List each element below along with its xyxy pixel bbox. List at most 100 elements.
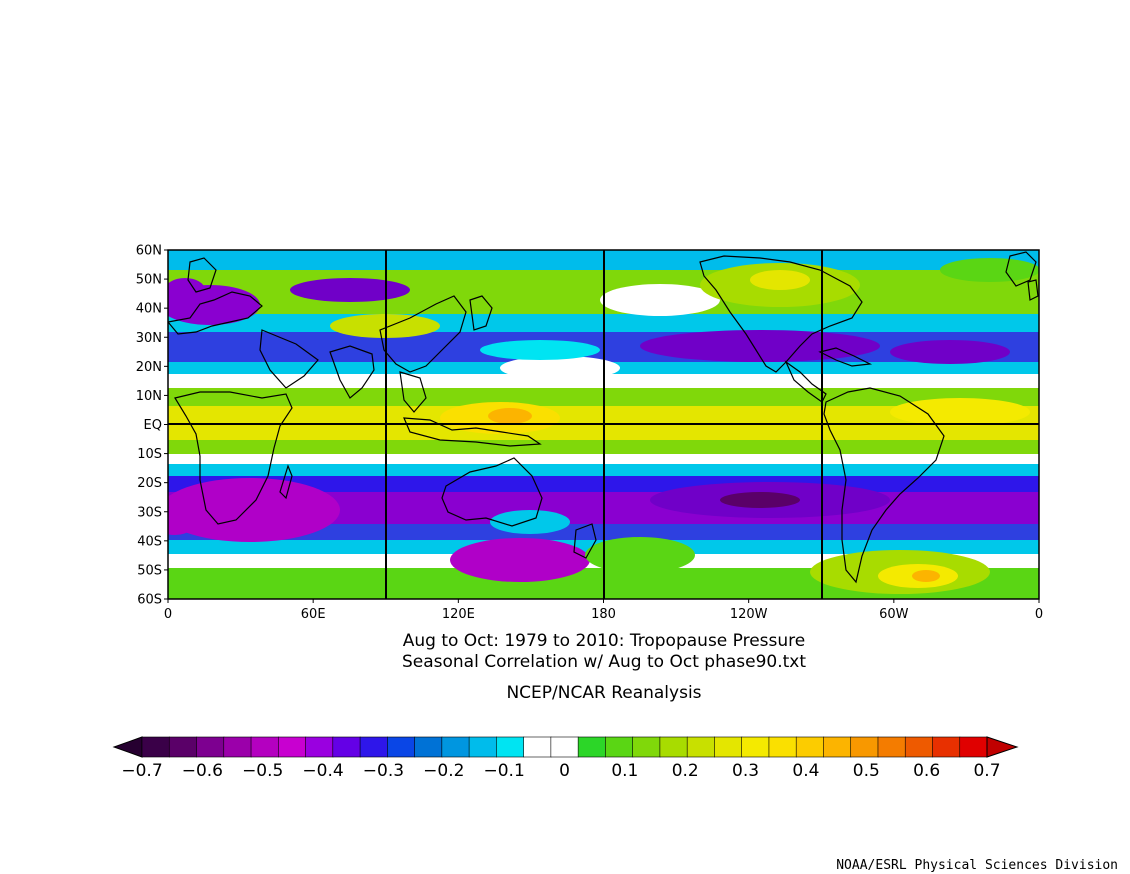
lat-label: 50N (136, 273, 162, 288)
colorbar-swatch (686, 736, 716, 758)
colorbar-label: 0.4 (792, 761, 819, 781)
colorbar-label: 0.6 (913, 761, 940, 781)
colorbar-swatch (468, 736, 497, 758)
coast-caribbean (818, 347, 873, 367)
dataset-label: NCEP/NCAR Reanalysis (506, 683, 701, 703)
lat-label: 20N (136, 360, 162, 375)
feature-asia-purple (290, 278, 410, 302)
colorbar-label: −0.7 (121, 761, 162, 781)
colorbar-swatch (414, 736, 443, 758)
feature-arctic-atlantic-purple (168, 278, 205, 302)
colorbar-swatch (714, 736, 743, 758)
colorbar-label: 0.2 (672, 761, 699, 781)
coast-africa (174, 391, 293, 525)
colorbar-swatch (741, 736, 770, 758)
lat-label: 40N (136, 302, 162, 317)
lat-label: 10N (136, 389, 162, 404)
feature-atlantic-yellow (890, 398, 1030, 426)
longitude-axis: 0 60E 120E 180 120W 60W 0 (164, 599, 1043, 622)
colorbar-swatch (359, 736, 388, 758)
feature-south-atlantic-purple (168, 495, 200, 535)
feature-indian-ocean-green (585, 537, 695, 573)
coast-arabia (259, 329, 319, 389)
lat-label: 20S (137, 476, 162, 491)
colorbar-swatch (850, 736, 879, 758)
map-title-line1: Aug to Oct: 1979 to 2010: Tropopause Pre… (403, 631, 806, 651)
colorbar-label: −0.4 (302, 761, 343, 781)
colorbar-label: −0.6 (182, 761, 223, 781)
colorbar-label: 0.7 (973, 761, 1000, 781)
colorbar-swatch (196, 736, 225, 758)
feature-africa-south-purple (168, 478, 340, 542)
coast-central-america (784, 360, 827, 403)
lat-label: EQ (144, 418, 162, 433)
coast-greenland (1005, 251, 1037, 287)
colorbar-swatch (277, 736, 307, 758)
colorbar-swatch (823, 736, 852, 758)
lat-label: 60N (136, 244, 162, 259)
lon-label: 180 (591, 607, 616, 622)
colorbar-swatch (168, 736, 198, 758)
feature-aus-cyan (490, 510, 570, 534)
colorbar-label: −0.2 (423, 761, 464, 781)
colorbar-swatch (387, 736, 416, 758)
colorbar-swatch (659, 736, 688, 758)
colorbar-swatch (550, 736, 579, 758)
colorbar-swatch (959, 736, 988, 758)
colorbar-swatch (332, 736, 361, 758)
feature-atlantic-purple (890, 340, 1010, 364)
latitude-axis: 60N 50N 40N 30N 20N 10N EQ 10S 20S 30S 40S 50S 60S (136, 244, 168, 608)
colorbar-swatch (141, 736, 170, 758)
coast-north-america (699, 255, 863, 373)
credit-label: NOAA/ESRL Physical Sciences Division (836, 858, 1118, 873)
coast-japan (469, 295, 493, 331)
colorbar-swatch (795, 736, 825, 758)
coast-europe (168, 291, 263, 335)
lat-label: 40S (137, 534, 162, 549)
feature-north-america-yellow (750, 270, 810, 290)
colorbar-label: −0.1 (484, 761, 525, 781)
lon-label: 120E (442, 607, 475, 622)
colorbar-label: −0.5 (242, 761, 283, 781)
colorbar-swatch (250, 736, 279, 758)
colorbar-swatch (441, 736, 470, 758)
colorbar-swatch (768, 736, 797, 758)
colorbar-label: 0.3 (732, 761, 759, 781)
coast-scandinavia (187, 257, 217, 293)
lat-label: 60S (137, 593, 162, 608)
lon-label: 60E (301, 607, 326, 622)
lat-label: 30N (136, 331, 162, 346)
colorbar-swatch (932, 736, 961, 758)
coast-se-asia (399, 371, 427, 413)
colorbar-swatch (605, 736, 634, 758)
lat-label: 50S (137, 563, 162, 578)
colorbar-swatch (577, 736, 606, 758)
coast-madagascar (279, 464, 293, 500)
lon-label: 0 (1035, 607, 1043, 622)
colorbar-arrow-right (986, 736, 1019, 758)
colorbar-label: 0 (559, 761, 570, 781)
feature-pacific-white-band (500, 356, 620, 380)
colorbar-swatch (496, 736, 525, 758)
lat-label: 30S (137, 505, 162, 520)
colorbar-swatch (877, 736, 906, 758)
colorbar-swatch (223, 736, 252, 758)
coast-india (329, 345, 375, 399)
map-title-line2: Seasonal Correlation w/ Aug to Oct phase… (402, 652, 806, 672)
colorbar-swatch (904, 736, 934, 758)
coastlines (168, 251, 1039, 584)
coast-new-zealand (573, 523, 597, 559)
feature-north-pacific-purple (640, 330, 880, 362)
feature-australia-south-purple (450, 538, 590, 582)
feature-north-pacific-white (600, 284, 720, 316)
coast-uk (1027, 279, 1039, 301)
lon-label: 0 (164, 607, 172, 622)
colorbar-swatch (523, 736, 552, 758)
colorbar-swatch (632, 736, 661, 758)
colorbar-swatch (305, 736, 334, 758)
feature-north-atlantic-green (940, 258, 1039, 282)
colorbar-label: 0.1 (611, 761, 638, 781)
feature-south-pacific-dark (720, 492, 800, 508)
feature-maritime-core (488, 408, 532, 424)
